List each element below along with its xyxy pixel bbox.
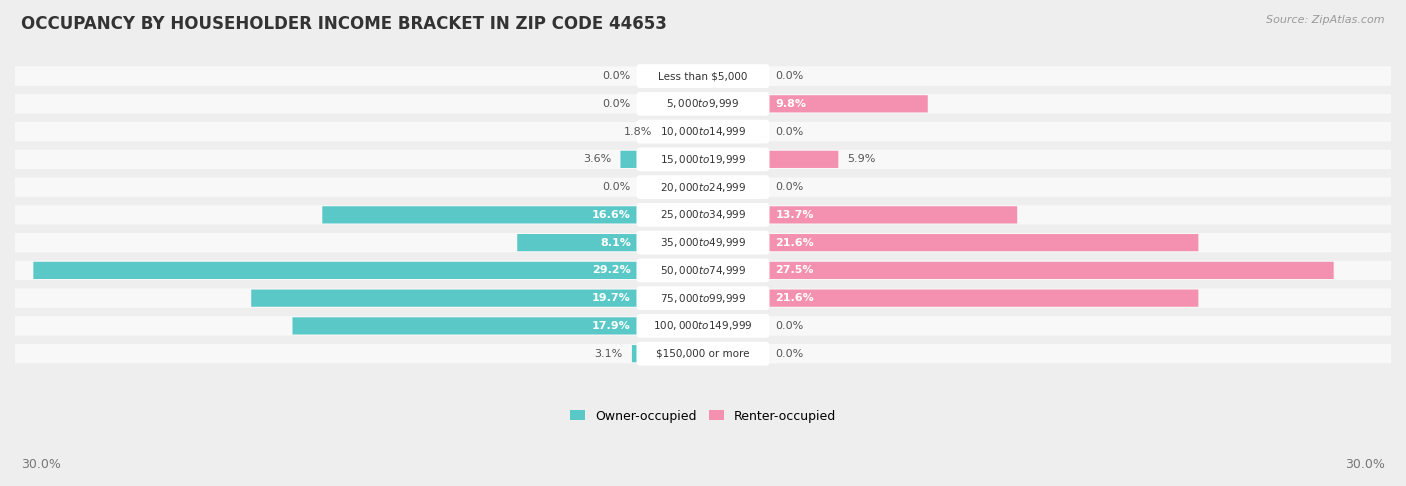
Text: 29.2%: 29.2% (592, 265, 631, 276)
Text: 0.0%: 0.0% (775, 126, 803, 137)
Text: $25,000 to $34,999: $25,000 to $34,999 (659, 208, 747, 222)
FancyBboxPatch shape (322, 206, 703, 224)
Text: 30.0%: 30.0% (1346, 458, 1385, 471)
Text: 3.1%: 3.1% (595, 348, 623, 359)
FancyBboxPatch shape (15, 94, 1391, 114)
Text: 13.7%: 13.7% (775, 210, 814, 220)
FancyBboxPatch shape (15, 344, 1391, 364)
FancyBboxPatch shape (517, 234, 703, 251)
FancyBboxPatch shape (292, 317, 703, 334)
Text: 0.0%: 0.0% (775, 321, 803, 331)
FancyBboxPatch shape (637, 231, 769, 255)
Text: $35,000 to $49,999: $35,000 to $49,999 (659, 236, 747, 249)
FancyBboxPatch shape (631, 345, 703, 362)
FancyBboxPatch shape (703, 95, 928, 112)
Text: Source: ZipAtlas.com: Source: ZipAtlas.com (1267, 15, 1385, 25)
Text: 0.0%: 0.0% (775, 348, 803, 359)
FancyBboxPatch shape (637, 314, 769, 338)
Text: 27.5%: 27.5% (775, 265, 814, 276)
FancyBboxPatch shape (637, 286, 769, 310)
Legend: Owner-occupied, Renter-occupied: Owner-occupied, Renter-occupied (565, 404, 841, 428)
FancyBboxPatch shape (637, 203, 769, 227)
FancyBboxPatch shape (15, 260, 1391, 280)
Text: OCCUPANCY BY HOUSEHOLDER INCOME BRACKET IN ZIP CODE 44653: OCCUPANCY BY HOUSEHOLDER INCOME BRACKET … (21, 15, 666, 33)
FancyBboxPatch shape (703, 262, 1334, 279)
FancyBboxPatch shape (15, 233, 1391, 252)
Text: 0.0%: 0.0% (603, 99, 631, 109)
FancyBboxPatch shape (662, 123, 703, 140)
Text: 0.0%: 0.0% (775, 182, 803, 192)
Text: $10,000 to $14,999: $10,000 to $14,999 (659, 125, 747, 138)
Text: 19.7%: 19.7% (592, 293, 631, 303)
Text: $100,000 to $149,999: $100,000 to $149,999 (654, 319, 752, 332)
FancyBboxPatch shape (637, 342, 769, 365)
FancyBboxPatch shape (703, 206, 1017, 224)
FancyBboxPatch shape (703, 290, 1198, 307)
FancyBboxPatch shape (703, 151, 838, 168)
FancyBboxPatch shape (252, 290, 703, 307)
FancyBboxPatch shape (15, 122, 1391, 141)
Text: 17.9%: 17.9% (592, 321, 631, 331)
FancyBboxPatch shape (15, 177, 1391, 197)
Text: 8.1%: 8.1% (600, 238, 631, 248)
Text: 1.8%: 1.8% (624, 126, 652, 137)
Text: 21.6%: 21.6% (775, 293, 814, 303)
Text: $75,000 to $99,999: $75,000 to $99,999 (659, 292, 747, 305)
Text: 0.0%: 0.0% (775, 71, 803, 81)
Text: $50,000 to $74,999: $50,000 to $74,999 (659, 264, 747, 277)
FancyBboxPatch shape (637, 147, 769, 171)
FancyBboxPatch shape (637, 175, 769, 199)
FancyBboxPatch shape (703, 234, 1198, 251)
Text: 5.9%: 5.9% (848, 155, 876, 164)
FancyBboxPatch shape (15, 150, 1391, 169)
Text: Less than $5,000: Less than $5,000 (658, 71, 748, 81)
Text: $20,000 to $24,999: $20,000 to $24,999 (659, 181, 747, 193)
FancyBboxPatch shape (34, 262, 703, 279)
Text: $15,000 to $19,999: $15,000 to $19,999 (659, 153, 747, 166)
Text: 9.8%: 9.8% (775, 99, 806, 109)
FancyBboxPatch shape (637, 259, 769, 282)
Text: 30.0%: 30.0% (21, 458, 60, 471)
FancyBboxPatch shape (15, 316, 1391, 336)
FancyBboxPatch shape (637, 120, 769, 143)
Text: 0.0%: 0.0% (603, 71, 631, 81)
Text: 0.0%: 0.0% (603, 182, 631, 192)
Text: 3.6%: 3.6% (583, 155, 612, 164)
FancyBboxPatch shape (637, 64, 769, 88)
FancyBboxPatch shape (15, 67, 1391, 86)
Text: 21.6%: 21.6% (775, 238, 814, 248)
Text: $150,000 or more: $150,000 or more (657, 348, 749, 359)
Text: 16.6%: 16.6% (592, 210, 631, 220)
FancyBboxPatch shape (15, 288, 1391, 308)
FancyBboxPatch shape (620, 151, 703, 168)
FancyBboxPatch shape (637, 92, 769, 116)
Text: $5,000 to $9,999: $5,000 to $9,999 (666, 97, 740, 110)
FancyBboxPatch shape (15, 205, 1391, 225)
